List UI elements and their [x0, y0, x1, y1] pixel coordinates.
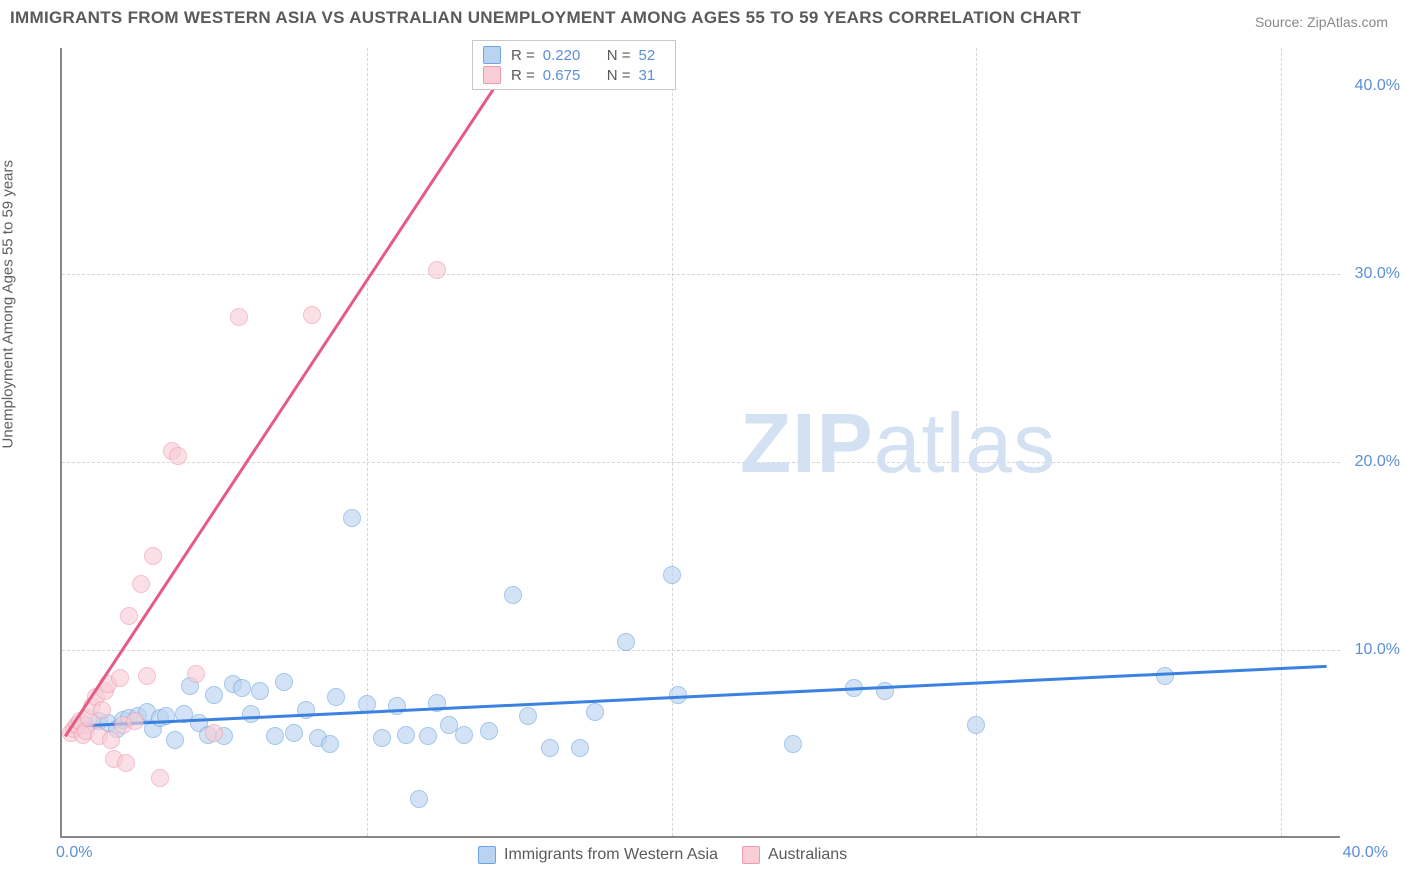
scatter-point — [343, 509, 361, 527]
scatter-point — [151, 769, 169, 787]
x-tick-label: 40.0% — [1343, 844, 1388, 862]
y-tick-label: 10.0% — [1355, 641, 1400, 659]
scatter-point — [230, 308, 248, 326]
correlation-legend: R = 0.220 N = 52 R = 0.675 N = 31 — [472, 40, 676, 90]
scatter-point — [187, 665, 205, 683]
plot-area: 10.0%20.0%30.0%40.0%0.0%40.0% — [60, 48, 1340, 838]
n-value: 31 — [639, 67, 665, 84]
scatter-point — [102, 731, 120, 749]
correlation-legend-row: R = 0.220 N = 52 — [483, 45, 665, 65]
chart-title: IMMIGRANTS FROM WESTERN ASIA VS AUSTRALI… — [10, 8, 1081, 28]
scatter-point — [373, 729, 391, 747]
scatter-point — [117, 754, 135, 772]
r-value: 0.220 — [543, 47, 589, 64]
gridline-horizontal — [62, 462, 1340, 463]
legend-swatch — [483, 66, 501, 84]
scatter-point — [617, 633, 635, 651]
y-axis-label: Unemployment Among Ages 55 to 59 years — [0, 160, 17, 449]
scatter-point — [321, 735, 339, 753]
scatter-point — [275, 673, 293, 691]
scatter-point — [541, 739, 559, 757]
scatter-point — [967, 716, 985, 734]
scatter-point — [303, 306, 321, 324]
scatter-point — [480, 722, 498, 740]
scatter-point — [285, 724, 303, 742]
gridline-vertical — [367, 48, 368, 836]
scatter-point — [388, 697, 406, 715]
legend-label: Immigrants from Western Asia — [504, 846, 718, 864]
scatter-point — [571, 739, 589, 757]
legend-swatch — [742, 846, 760, 864]
scatter-point — [205, 686, 223, 704]
scatter-point — [428, 261, 446, 279]
scatter-point — [504, 586, 522, 604]
gridline-horizontal — [62, 274, 1340, 275]
scatter-point — [120, 607, 138, 625]
y-tick-label: 20.0% — [1355, 453, 1400, 471]
scatter-point — [410, 790, 428, 808]
scatter-point — [166, 731, 184, 749]
scatter-point — [397, 726, 415, 744]
scatter-point — [586, 703, 604, 721]
legend-swatch — [483, 46, 501, 64]
n-label: N = — [607, 47, 631, 64]
scatter-point — [519, 707, 537, 725]
scatter-point — [251, 682, 269, 700]
scatter-point — [205, 724, 223, 742]
scatter-point — [233, 679, 251, 697]
scatter-point — [419, 727, 437, 745]
scatter-point — [132, 575, 150, 593]
scatter-point — [266, 727, 284, 745]
x-tick-label: 0.0% — [56, 844, 92, 862]
n-value: 52 — [639, 47, 665, 64]
scatter-point — [327, 688, 345, 706]
scatter-point — [111, 669, 129, 687]
scatter-point — [126, 712, 144, 730]
r-value: 0.675 — [543, 67, 589, 84]
scatter-point — [1156, 667, 1174, 685]
r-label: R = — [511, 47, 535, 64]
scatter-point — [138, 667, 156, 685]
trend-line — [64, 58, 514, 737]
legend-swatch — [478, 846, 496, 864]
legend-label: Australians — [768, 846, 847, 864]
scatter-point — [169, 447, 187, 465]
legend-item: Australians — [742, 846, 847, 864]
gridline-horizontal — [62, 650, 1340, 651]
scatter-point — [663, 566, 681, 584]
y-tick-label: 30.0% — [1355, 265, 1400, 283]
legend-item: Immigrants from Western Asia — [478, 846, 718, 864]
series-legend: Immigrants from Western Asia Australians — [478, 846, 861, 864]
scatter-point — [455, 726, 473, 744]
scatter-point — [784, 735, 802, 753]
scatter-point — [144, 547, 162, 565]
n-label: N = — [607, 67, 631, 84]
scatter-point — [93, 701, 111, 719]
gridline-vertical — [1281, 48, 1282, 836]
gridline-vertical — [672, 48, 673, 836]
correlation-legend-row: R = 0.675 N = 31 — [483, 65, 665, 85]
scatter-point — [242, 705, 260, 723]
source-attribution: Source: ZipAtlas.com — [1255, 14, 1388, 30]
y-tick-label: 40.0% — [1355, 77, 1400, 95]
r-label: R = — [511, 67, 535, 84]
